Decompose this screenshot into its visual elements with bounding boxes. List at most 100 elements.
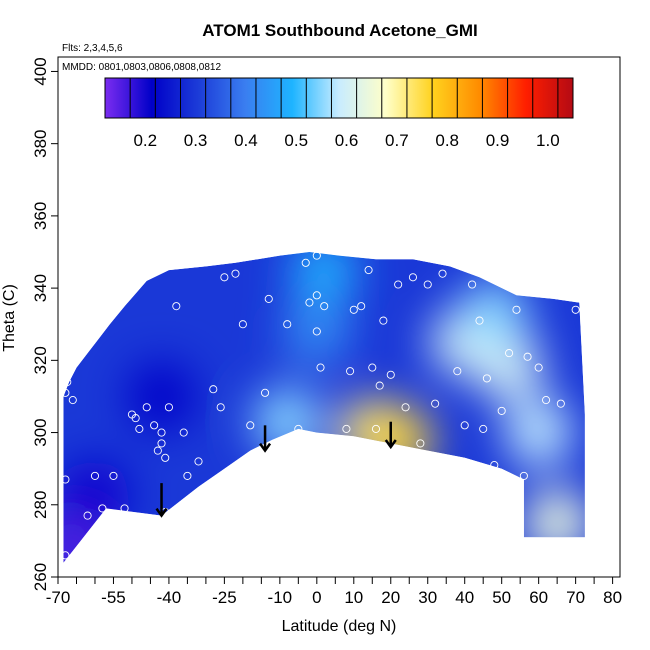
- observation-point: [142, 403, 151, 412]
- arrow-marker: [259, 425, 272, 453]
- observation-point: [150, 421, 159, 430]
- x-tick-label: 0: [312, 588, 321, 607]
- observation-point: [556, 399, 565, 408]
- observation-point: [482, 374, 491, 383]
- observation-point: [172, 302, 181, 311]
- observation-point: [505, 349, 514, 358]
- acetone-field: [63, 252, 585, 563]
- x-tick-label: 60: [529, 588, 548, 607]
- x-tick-label: -40: [157, 588, 182, 607]
- observation-point: [542, 396, 551, 405]
- observation-point: [453, 367, 462, 376]
- observation-point: [135, 424, 144, 433]
- observation-point: [261, 388, 270, 397]
- observation-point: [264, 294, 273, 303]
- observation-point: [593, 367, 602, 376]
- observation-point: [438, 269, 447, 278]
- observation-point: [312, 251, 321, 260]
- observation-point: [386, 370, 395, 379]
- field-feature: [504, 398, 573, 467]
- observation-point: [157, 439, 166, 448]
- observation-point: [479, 424, 488, 433]
- mmdd-annotation: MMDD: 0801,0803,0806,0808,0812: [62, 62, 221, 73]
- x-tick-label: 20: [381, 588, 400, 607]
- observation-point: [349, 305, 358, 314]
- observation-point: [83, 511, 92, 520]
- x-tick-label: 80: [603, 588, 622, 607]
- y-tick-label: 280: [31, 491, 50, 519]
- flight-arrows: [155, 421, 397, 518]
- observation-point: [220, 273, 229, 282]
- colorbar-ticks: 0.2 0.3 0.4 0.5 0.6 0.7 0.8 0.9 1.0: [104, 78, 560, 150]
- observation-point: [253, 453, 262, 462]
- observation-point: [497, 406, 506, 415]
- x-tick-label: 70: [566, 588, 585, 607]
- observation-point: [468, 280, 477, 289]
- observation-point: [68, 396, 77, 405]
- observation-point: [120, 504, 129, 513]
- field-feature: [475, 333, 544, 402]
- observation-point: [305, 298, 314, 307]
- field-feature: [460, 279, 529, 348]
- observation-point: [423, 280, 432, 289]
- x-tick-label: 30: [418, 588, 437, 607]
- observation-point: [431, 399, 440, 408]
- arrow-marker: [155, 483, 168, 518]
- y-tick-label: 340: [31, 274, 50, 302]
- observation-point: [246, 421, 255, 430]
- x-axis: -70 -55 -40 -25 -10 0 10 20 30 40 50 60 70 80: [46, 577, 622, 607]
- colorbar-tick-label: 0.4: [234, 131, 258, 150]
- observation-point: [364, 266, 373, 275]
- observation-point: [460, 421, 469, 430]
- chart-title: ATOM1 Southbound Acetone_GMI: [202, 21, 477, 40]
- observation-point: [161, 453, 170, 462]
- observation-point: [571, 305, 580, 314]
- field-feature: [253, 387, 322, 456]
- field-feature: [523, 488, 585, 557]
- x-tick-label: -25: [212, 588, 237, 607]
- y-tick-label: 260: [31, 563, 50, 591]
- arrow-marker: [384, 421, 397, 450]
- observation-point: [379, 316, 388, 325]
- colorbar-tick-label: 0.9: [486, 131, 510, 150]
- observation-point: [194, 457, 203, 466]
- colorbar-tick-label: 0.2: [133, 131, 157, 150]
- observation-point: [320, 302, 329, 311]
- field-feature: [282, 297, 351, 366]
- observation-point: [534, 363, 543, 372]
- observation-point: [61, 388, 70, 397]
- observation-point: [371, 424, 381, 433]
- observation-point: [109, 471, 118, 480]
- observation-point: [61, 475, 70, 484]
- field-feature: [290, 252, 359, 305]
- observation-point: [416, 439, 425, 448]
- observation-point: [98, 504, 107, 513]
- observation-point: [179, 428, 188, 437]
- observation-point: [512, 305, 521, 314]
- observation-point: [401, 403, 410, 412]
- field-feature: [63, 459, 129, 528]
- observation-point: [375, 381, 384, 390]
- observation-point: [312, 327, 321, 336]
- colorbar-tick-label: 0.3: [184, 131, 208, 150]
- y-tick-label: 360: [31, 202, 50, 230]
- y-axis-label: Theta (C): [1, 284, 18, 352]
- plot-frame: [57, 56, 621, 578]
- flights-annotation: Flts: 2,3,4,5,6: [62, 43, 123, 54]
- colorbar-tick-label: 0.8: [435, 131, 459, 150]
- observation-point: [475, 316, 484, 325]
- observation-point: [316, 363, 325, 372]
- observation-point: [90, 471, 100, 480]
- observation-point: [157, 428, 166, 437]
- observation-point: [519, 471, 528, 480]
- observation-point: [183, 471, 192, 480]
- observation-point: [231, 269, 240, 278]
- observation-point: [346, 367, 355, 376]
- observation-point: [294, 424, 303, 433]
- field-feature: [127, 362, 196, 431]
- observation-point: [131, 414, 140, 423]
- observation-point: [283, 320, 292, 329]
- x-tick-label: -55: [101, 588, 126, 607]
- observation-point: [164, 403, 173, 412]
- y-tick-label: 300: [31, 418, 50, 446]
